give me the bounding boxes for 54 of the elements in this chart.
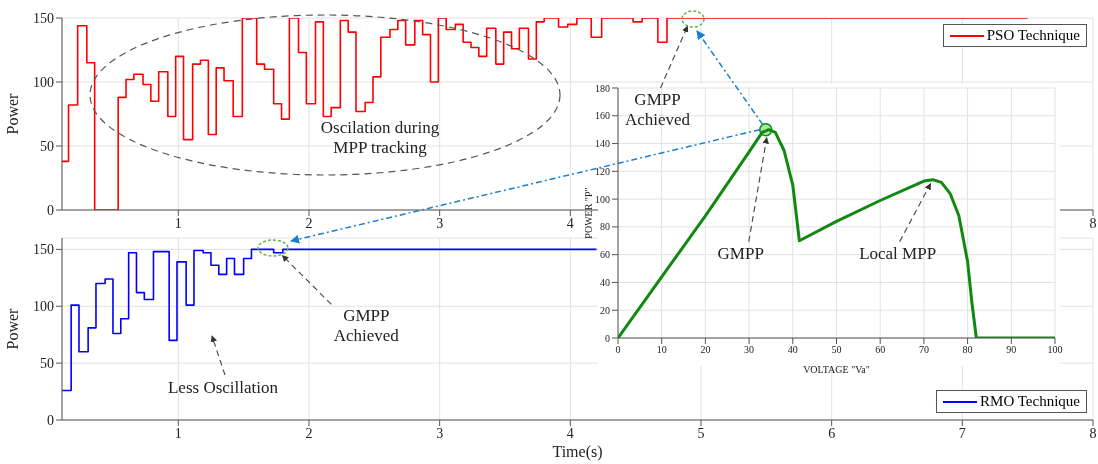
x-tick-label: 1 [174, 425, 182, 441]
y-tick-label: 100 [33, 74, 54, 90]
x-tick-label: 10 [656, 344, 667, 356]
y-axis-title: POWER "P" [582, 187, 594, 239]
y-tick-label: 60 [600, 249, 610, 261]
x-tick-label: 1 [174, 215, 182, 231]
x-tick-label: 7 [958, 425, 966, 441]
annotation: Local MPP [858, 243, 938, 264]
x-tick-label: 2 [305, 215, 313, 231]
annotation: GMPP Achieved [332, 306, 400, 347]
legend-label: PSO Technique [986, 27, 1080, 44]
y-tick-label: 100 [595, 193, 610, 205]
x-tick-label: 3 [436, 215, 444, 231]
x-tick-label: 8 [1089, 215, 1097, 231]
x-axis-title: Time(s) [552, 443, 603, 461]
y-tick-label: 40 [600, 276, 610, 288]
x-tick-label: 50 [831, 344, 842, 356]
y-tick-label: 120 [595, 165, 610, 177]
x-tick-label: 60 [875, 344, 886, 356]
y-axis-title: Power [3, 92, 21, 135]
x-tick-label: 90 [1006, 344, 1017, 356]
annotation: GMPP [716, 243, 765, 264]
x-tick-label: 8 [1089, 425, 1097, 441]
x-tick-label: 20 [700, 344, 711, 356]
x-tick-label: 80 [962, 344, 973, 356]
y-tick-label: 0 [47, 412, 54, 428]
y-tick-label: 0 [47, 202, 54, 218]
y-tick-label: 0 [605, 332, 610, 344]
x-tick-label: 3 [436, 425, 444, 441]
x-tick-label: 70 [918, 344, 929, 356]
y-tick-label: 50 [40, 356, 54, 372]
y-tick-label: 150 [33, 10, 54, 26]
y-axis-title: Power [3, 307, 21, 350]
y-tick-label: 150 [33, 242, 54, 258]
x-tick-label: 100 [1047, 344, 1063, 356]
y-tick-label: 140 [595, 138, 610, 150]
x-tick-label: 2 [305, 425, 313, 441]
y-tick-label: 50 [40, 138, 54, 154]
y-tick-label: 100 [33, 299, 54, 315]
y-tick-label: 20 [600, 304, 610, 316]
y-tick-label: 180 [595, 82, 610, 94]
x-tick-label: 4 [566, 215, 574, 231]
annotation: Less Oscillation [167, 378, 279, 398]
legend-label: RMO Technique [980, 393, 1080, 410]
x-tick-label: 4 [566, 425, 574, 441]
x-tick-label: 40 [787, 344, 798, 356]
x-tick-label: 5 [697, 425, 705, 441]
x-axis-title: VOLTAGE "Va" [803, 364, 870, 375]
annotation: GMPP Achieved [624, 90, 691, 129]
annotation: Oscilation during MPP tracking [319, 118, 441, 158]
y-tick-label: 160 [595, 110, 610, 122]
x-tick-label: 6 [828, 425, 836, 441]
x-tick-label: 0 [615, 344, 621, 356]
x-tick-label: 30 [744, 344, 755, 356]
